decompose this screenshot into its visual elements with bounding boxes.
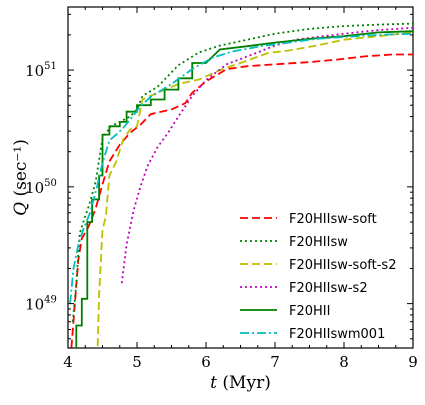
y-tick-label: 1049 [25, 295, 57, 314]
x-tick-label: 9 [408, 353, 418, 371]
legend-label-6: F20HIIswm001 [289, 327, 385, 342]
y-axis-label: Q (sec⁻¹) [11, 139, 31, 216]
series-line-4 [120, 26, 413, 284]
legend: F20HIIsw-soft F20HIIsw F20HIIsw-soft-s2 F20… [240, 212, 396, 342]
x-tick-label: 5 [132, 353, 142, 371]
x-tick-label: 8 [339, 353, 349, 371]
series-line-1 [70, 53, 413, 348]
legend-label-5: F20HII [289, 304, 330, 319]
series-line-2 [71, 22, 413, 322]
legend-label-4: F20HIIsw-s2 [289, 281, 368, 296]
series-line-5 [75, 30, 413, 348]
x-tick-label: 4 [63, 353, 73, 371]
series-layer [69, 22, 413, 348]
x-axis-label: t (Myr) [210, 373, 271, 393]
y-tick-label: 1051 [25, 61, 57, 80]
series-line-6 [69, 32, 413, 304]
legend-label-1: F20HIIsw-soft [289, 212, 377, 227]
x-tick-label: 7 [270, 353, 280, 371]
series-line-3 [96, 31, 413, 348]
legend-label-2: F20HIIsw [289, 235, 348, 250]
x-tick-label: 6 [201, 353, 211, 371]
legend-label-3: F20HIIsw-soft-s2 [289, 258, 396, 273]
